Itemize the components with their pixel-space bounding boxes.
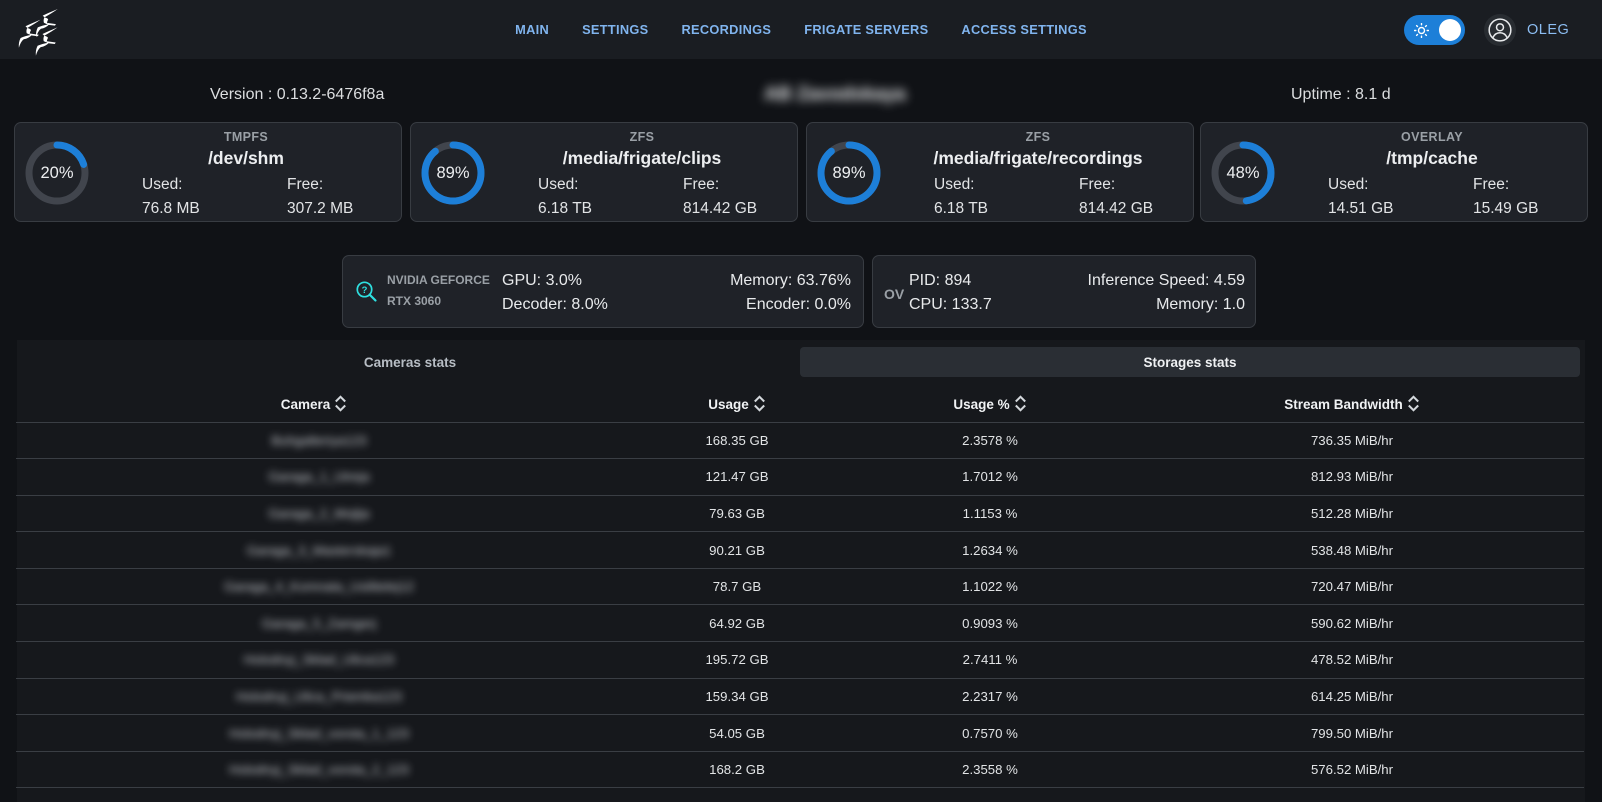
svg-text:?: ? bbox=[362, 285, 368, 296]
